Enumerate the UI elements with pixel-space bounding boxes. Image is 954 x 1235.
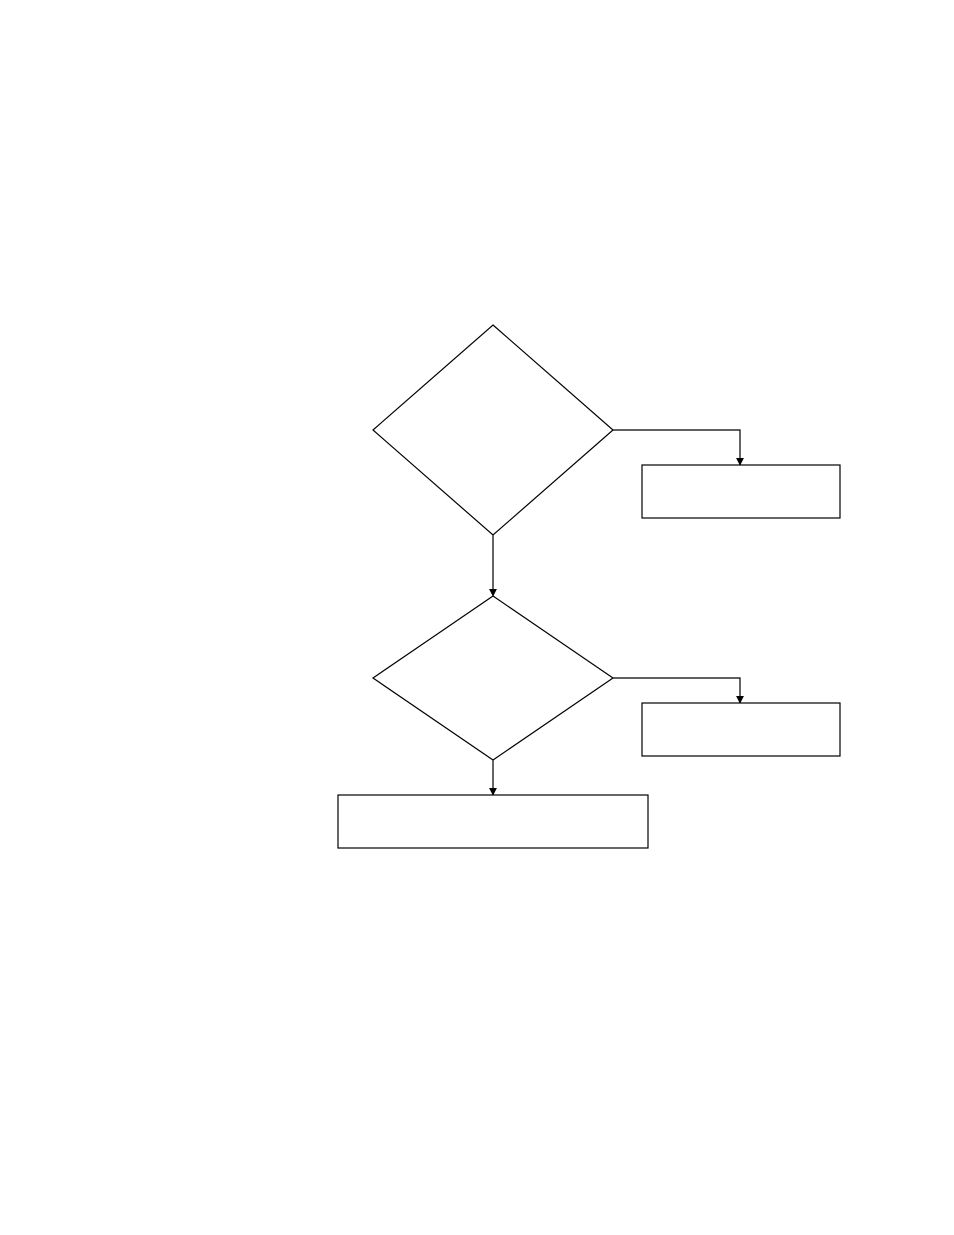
flowchart-edge [613,678,740,703]
flowchart-canvas [0,0,954,1235]
process-rect [642,703,840,756]
decision-diamond [373,325,613,535]
decision-diamond [373,596,613,760]
process-rect [338,795,648,848]
flowchart-edge [613,430,740,465]
process-rect [642,465,840,518]
